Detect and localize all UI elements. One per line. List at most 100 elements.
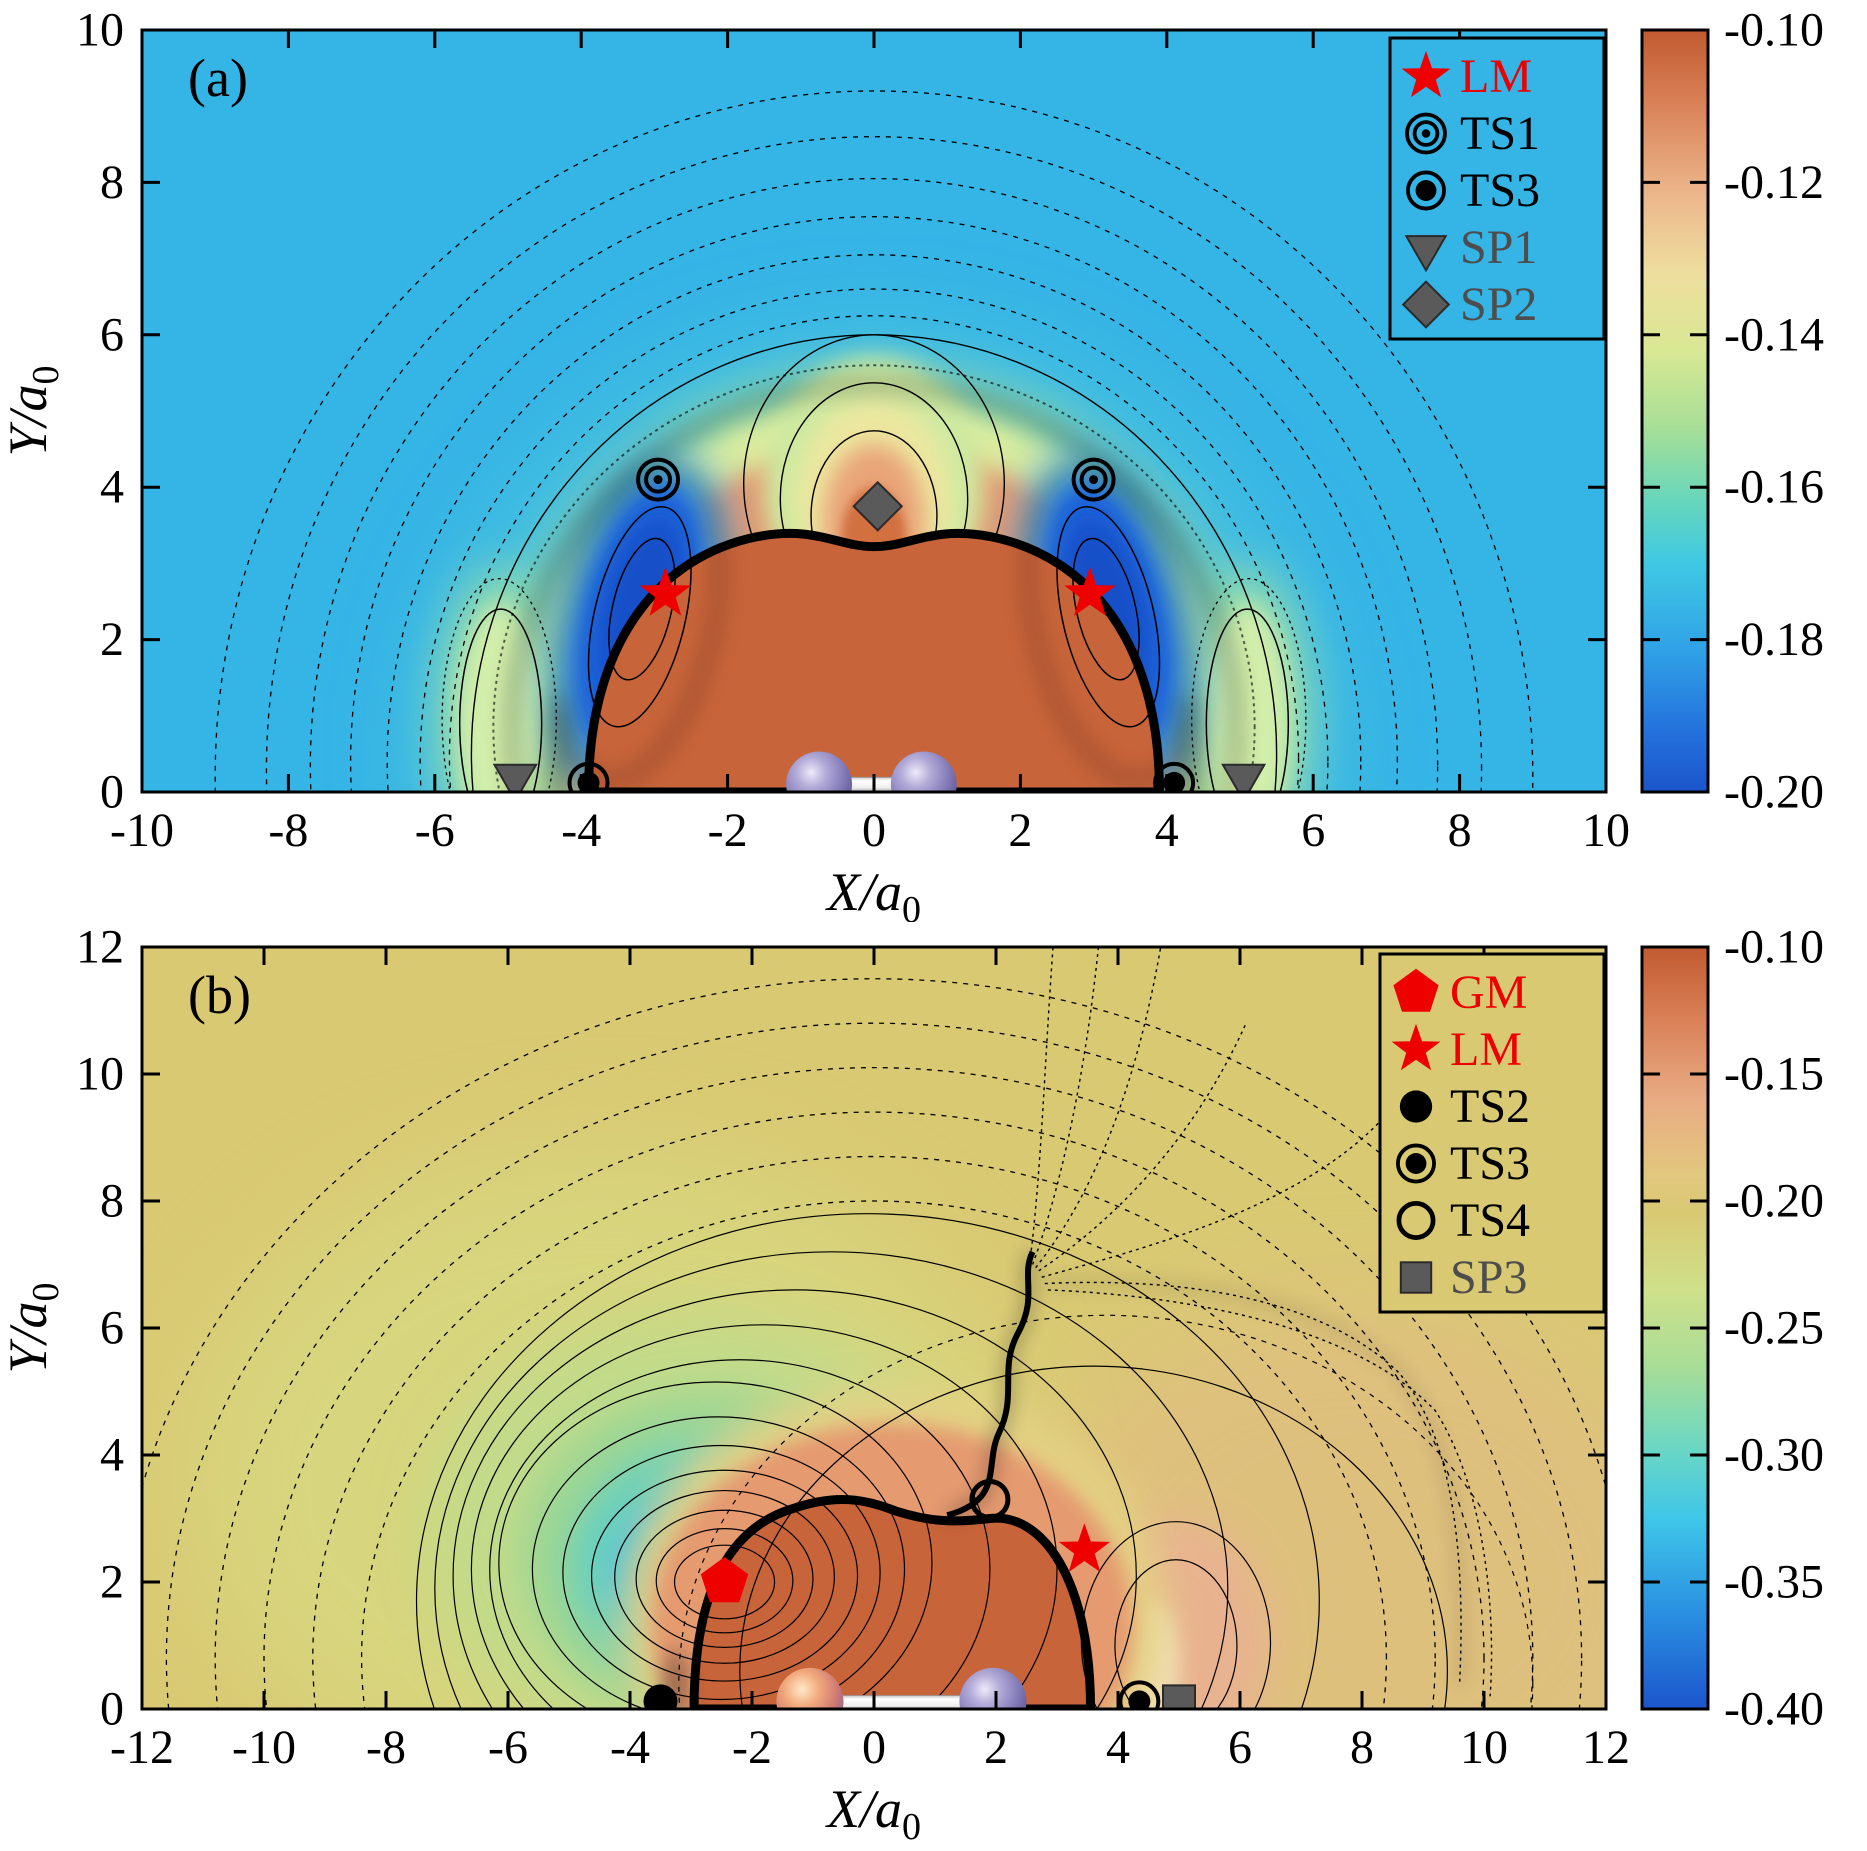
x-tick-label: -12 — [110, 1721, 174, 1774]
legend-label: TS1 — [1460, 107, 1540, 160]
colorbar-tick-label: -0.16 — [1724, 461, 1824, 514]
x-tick-label: -4 — [610, 1721, 650, 1774]
x-tick-label: -6 — [415, 804, 455, 857]
marker-LM-icon — [1058, 1523, 1111, 1573]
x-tick-label: 0 — [862, 1721, 886, 1774]
marker-TS2-icon — [1399, 1090, 1433, 1123]
legend-label: SP2 — [1460, 278, 1537, 331]
legend-label: SP1 — [1460, 221, 1537, 274]
marker-TS3-icon — [567, 761, 610, 792]
y-tick-label: 12 — [76, 922, 124, 974]
legend-label: LM — [1460, 50, 1532, 103]
atom-purple — [959, 1667, 1027, 1709]
x-tick-label: 8 — [1350, 1721, 1374, 1774]
marker-SP3-icon — [1162, 1684, 1196, 1709]
y-tick-label: 2 — [100, 613, 124, 666]
plot-area — [118, 934, 1606, 1709]
y-tick-label: 0 — [100, 766, 124, 819]
x-tick-label: 6 — [1301, 804, 1325, 857]
x-tick-label: 10 — [1582, 804, 1630, 857]
x-tick-label: 6 — [1228, 1721, 1252, 1774]
colorbar-tick-label: -0.40 — [1724, 1683, 1824, 1736]
x-tick-label: -8 — [268, 804, 308, 857]
y-tick-label: 8 — [100, 156, 124, 209]
marker-GM-icon — [700, 1557, 749, 1603]
legend-label: SP3 — [1450, 1251, 1527, 1304]
marker-LM-icon — [1064, 566, 1116, 616]
marker-SP1-icon — [492, 763, 538, 792]
y-tick-label: 8 — [100, 1175, 124, 1228]
colorbar-tick-label: -0.18 — [1724, 613, 1824, 666]
y-tick-label: 2 — [100, 1556, 124, 1609]
x-tick-label: 12 — [1582, 1721, 1630, 1774]
y-tick-label: 10 — [76, 1048, 124, 1101]
colorbar-tick-label: -0.30 — [1724, 1429, 1824, 1482]
contour-field — [215, 91, 1533, 792]
x-tick-label: 2 — [984, 1721, 1008, 1774]
marker-LM-icon — [639, 566, 692, 616]
x-tick-label: 2 — [1008, 804, 1032, 857]
colorbar-tick-label: -0.10 — [1724, 4, 1824, 57]
marker-SP3-icon — [1399, 1261, 1433, 1294]
marker-SP2-icon — [852, 480, 904, 532]
panel-label: (a) — [188, 48, 248, 108]
x-tick-label: -2 — [708, 804, 748, 857]
y-tick-label: 0 — [100, 1683, 124, 1736]
colorbar — [1642, 30, 1708, 792]
y-tick-label: 4 — [100, 1429, 124, 1482]
x-axis-label: X/a0 — [825, 862, 921, 922]
x-tick-label: 8 — [1448, 804, 1472, 857]
x-axis-label: X/a0 — [825, 1779, 921, 1848]
panel-label: (b) — [188, 965, 251, 1025]
colorbar-tick-label: -0.20 — [1724, 1175, 1824, 1228]
atom-purple — [786, 751, 853, 792]
legend-label: TS4 — [1450, 1194, 1530, 1247]
marker-TS3-icon — [1406, 170, 1446, 211]
y-tick-label: 6 — [100, 308, 124, 361]
plot-area — [215, 91, 1533, 792]
marker-TS2-icon — [643, 1684, 678, 1709]
colorbar-tick-label: -0.15 — [1724, 1048, 1824, 1101]
panel-b: -12 -10 -8 -6 -4 -2 0 2 4 6 8 10 12 0 2 4 6 8 10 12 X/a0 Y/a0… — [0, 922, 1824, 1848]
x-tick-label: -2 — [732, 1721, 772, 1774]
marker-TS4-icon — [1396, 1201, 1436, 1240]
contour-field — [118, 934, 1606, 1709]
y-tick-label: 6 — [100, 1302, 124, 1355]
x-tick-label: -10 — [110, 804, 174, 857]
legend-label: TS3 — [1460, 164, 1540, 217]
marker-TS1-icon — [636, 457, 681, 502]
marker-SP1-icon — [1404, 235, 1448, 273]
y-tick-label: 4 — [100, 461, 124, 514]
legend-label: LM — [1450, 1023, 1522, 1076]
x-tick-label: 4 — [1155, 804, 1179, 857]
marker-SP2-icon — [1401, 280, 1451, 329]
legend-label: TS3 — [1450, 1137, 1530, 1190]
marker-TS3-icon — [1396, 1143, 1436, 1184]
marker-LM-icon — [1401, 50, 1451, 98]
marker-GM-icon — [1393, 968, 1439, 1012]
colorbar-tick-label: -0.14 — [1724, 308, 1824, 361]
marker-SP1-icon — [1221, 763, 1267, 792]
y-axis-label: Y/a0 — [0, 365, 67, 456]
x-tick-label: 0 — [862, 804, 886, 857]
colorbar-tick-label: -0.10 — [1724, 922, 1824, 974]
x-tick-label: 10 — [1460, 1721, 1508, 1774]
marker-TS1-icon — [1405, 112, 1447, 155]
atom-purple — [890, 751, 957, 792]
atom-orange — [776, 1667, 844, 1709]
colorbar-tick-label: -0.25 — [1724, 1302, 1824, 1355]
marker-TS1-icon — [1071, 457, 1116, 502]
x-tick-label: -8 — [366, 1721, 406, 1774]
marker-TS3-icon — [1118, 1680, 1161, 1709]
x-tick-label: 4 — [1106, 1721, 1130, 1774]
x-tick-label: -6 — [488, 1721, 528, 1774]
colorbar-tick-label: -0.12 — [1724, 156, 1824, 209]
marker-TS3-icon — [1153, 761, 1196, 792]
legend-box — [1378, 952, 1606, 1314]
legend-label: GM — [1450, 966, 1527, 1019]
x-tick-label: -10 — [232, 1721, 296, 1774]
colorbar-tick-label: -0.35 — [1724, 1556, 1824, 1609]
x-tick-label: -4 — [561, 804, 601, 857]
